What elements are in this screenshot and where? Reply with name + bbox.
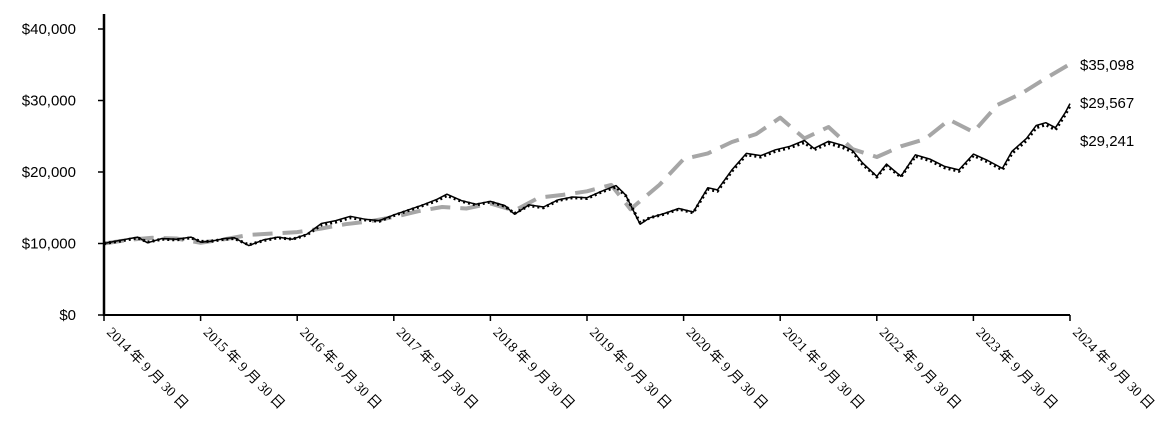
x-tick-label: 2018 年 9 月 30 日: [490, 325, 578, 413]
end-label-solid-series: $29,567: [1080, 95, 1134, 112]
end-label-dotted-series: $29,241: [1080, 133, 1134, 150]
y-tick-label: $30,000: [22, 93, 76, 110]
x-tick-label: 2016 年 9 月 30 日: [296, 325, 384, 413]
x-tick-label: 2021 年 9 月 30 日: [779, 325, 867, 413]
y-tick-label: $40,000: [22, 21, 76, 38]
x-tick-label: 2014 年 9 月 30 日: [103, 325, 191, 413]
y-tick-label: $10,000: [22, 236, 76, 253]
x-tick-label: 2015 年 9 月 30 日: [200, 325, 288, 413]
series-line-solid: [103, 103, 1071, 247]
x-tick-label: 2022 年 9 月 30 日: [876, 325, 964, 413]
x-tick-label: 2019 年 9 月 30 日: [586, 325, 674, 413]
series-line-dotted: [103, 105, 1072, 247]
x-tick-label: 2017 年 9 月 30 日: [393, 325, 481, 413]
series-line-dashed: [103, 62, 1072, 246]
x-tick-label: 2020 年 9 月 30 日: [683, 325, 771, 413]
x-tick-label: 2024 年 9 月 30 日: [1069, 325, 1157, 413]
y-tick-label: $20,000: [22, 164, 76, 181]
y-tick-label: $0: [59, 307, 76, 324]
end-label-dashed-series: $35,098: [1080, 57, 1134, 74]
x-tick-label: 2023 年 9 月 30 日: [973, 325, 1061, 413]
